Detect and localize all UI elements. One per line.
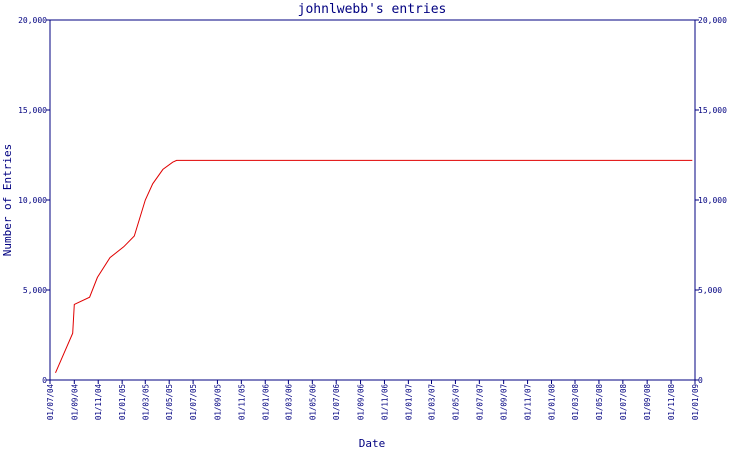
y-tick-label: 5,000 [23, 286, 47, 295]
x-axis: 01/07/04 01/09/04 01/11/04 01/01/05 01/03/05… [46, 380, 700, 420]
x-tick-label: 01/07/08 [619, 384, 628, 421]
y-tick-label: 15,000 [18, 106, 47, 115]
x-tick-label: 01/07/07 [475, 384, 484, 420]
x-tick-label: 01/11/08 [667, 384, 676, 421]
series-line [55, 159, 693, 373]
x-tick-label: 01/11/04 [94, 384, 103, 421]
x-tick-label: 01/11/06 [380, 384, 389, 421]
x-tick-label: 01/05/07 [451, 384, 460, 420]
y-tick-label-right: 0 [698, 376, 703, 385]
x-tick-label: 01/01/08 [547, 384, 556, 421]
x-tick-label: 01/05/06 [308, 384, 317, 421]
y-tick-label: 0 [42, 376, 47, 385]
x-tick-label: 01/01/06 [261, 384, 270, 421]
x-tick-label: 01/09/06 [357, 384, 366, 421]
x-tick-label: 01/01/05 [118, 384, 127, 420]
x-tick-label: 01/03/08 [571, 384, 580, 421]
y-tick-label-right: 20,000 [698, 16, 727, 25]
x-tick-label: 01/03/05 [141, 384, 150, 420]
y-tick-label: 20,000 [18, 16, 47, 25]
x-tick-label: 01/01/07 [404, 384, 413, 420]
x-tick-label: 01/07/06 [332, 384, 341, 421]
x-tick-label: 01/05/08 [595, 384, 604, 421]
y-tick-label-right: 5,000 [698, 286, 722, 295]
x-tick-label: 01/09/07 [500, 384, 509, 420]
chart-title: johnlwebb's entries [298, 2, 447, 17]
x-tick-label: 01/03/07 [428, 384, 437, 420]
x-tick-label: 01/09/04 [70, 384, 79, 421]
y-axis-left: 0 5,000 10,000 15,000 20,000 [18, 16, 50, 385]
y-axis-label: Number of Entries [1, 144, 14, 257]
y-tick-label-right: 15,000 [698, 106, 727, 115]
x-axis-label: Date [359, 437, 386, 450]
y-tick-label: 10,000 [18, 196, 47, 205]
plot-frame [49, 19, 696, 381]
x-tick-label: 01/07/05 [189, 384, 198, 420]
x-tick-label: 01/11/07 [524, 384, 533, 420]
x-tick-label: 01/01/09 [691, 384, 700, 420]
x-tick-label: 01/11/05 [237, 384, 246, 420]
y-axis-right: 0 5,000 10,000 15,000 20,000 [695, 16, 727, 385]
y-tick-label-right: 10,000 [698, 196, 727, 205]
x-tick-label: 01/07/04 [46, 384, 55, 421]
x-tick-label: 01/09/08 [643, 384, 652, 421]
x-tick-label: 01/03/06 [284, 384, 293, 421]
x-tick-label: 01/05/05 [165, 384, 174, 420]
x-tick-label: 01/09/05 [213, 384, 222, 420]
